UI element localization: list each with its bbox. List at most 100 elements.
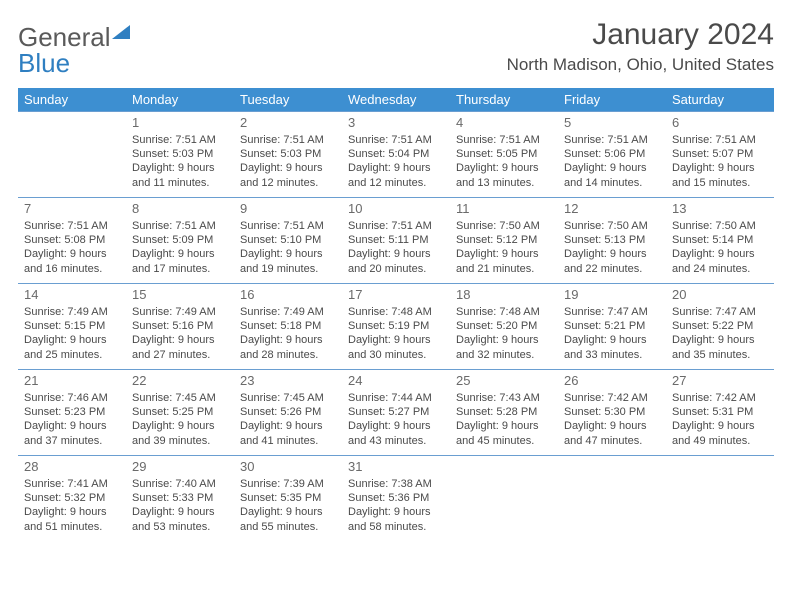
sunrise-text: Sunrise: 7:51 AM <box>456 133 552 147</box>
daylight-text: and 51 minutes. <box>24 520 120 534</box>
calendar-week-row: 7Sunrise: 7:51 AMSunset: 5:08 PMDaylight… <box>18 198 774 284</box>
calendar-day-cell: 27Sunrise: 7:42 AMSunset: 5:31 PMDayligh… <box>666 370 774 456</box>
daylight-text: and 53 minutes. <box>132 520 228 534</box>
day-number: 30 <box>240 459 336 476</box>
sunrise-text: Sunrise: 7:40 AM <box>132 477 228 491</box>
daylight-text: and 20 minutes. <box>348 262 444 276</box>
daylight-text: and 58 minutes. <box>348 520 444 534</box>
logo: GeneralBlue <box>18 18 130 76</box>
sunrise-text: Sunrise: 7:42 AM <box>672 391 768 405</box>
sunset-text: Sunset: 5:20 PM <box>456 319 552 333</box>
daylight-text: Daylight: 9 hours <box>240 333 336 347</box>
calendar-day-cell: 8Sunrise: 7:51 AMSunset: 5:09 PMDaylight… <box>126 198 234 284</box>
daylight-text: and 37 minutes. <box>24 434 120 448</box>
daylight-text: Daylight: 9 hours <box>564 419 660 433</box>
sunset-text: Sunset: 5:15 PM <box>24 319 120 333</box>
day-number: 17 <box>348 287 444 304</box>
month-title: January 2024 <box>507 18 774 52</box>
daylight-text: and 41 minutes. <box>240 434 336 448</box>
day-number: 4 <box>456 115 552 132</box>
calendar-day-cell <box>666 456 774 542</box>
sunset-text: Sunset: 5:11 PM <box>348 233 444 247</box>
day-number: 22 <box>132 373 228 390</box>
sunrise-text: Sunrise: 7:48 AM <box>348 305 444 319</box>
calendar-day-cell <box>558 456 666 542</box>
day-number: 20 <box>672 287 768 304</box>
day-number: 27 <box>672 373 768 390</box>
day-number: 10 <box>348 201 444 218</box>
day-number: 12 <box>564 201 660 218</box>
daylight-text: Daylight: 9 hours <box>456 247 552 261</box>
day-number: 1 <box>132 115 228 132</box>
title-block: January 2024 North Madison, Ohio, United… <box>507 18 774 75</box>
calendar-day-cell: 2Sunrise: 7:51 AMSunset: 5:03 PMDaylight… <box>234 112 342 198</box>
sunset-text: Sunset: 5:12 PM <box>456 233 552 247</box>
sunrise-text: Sunrise: 7:45 AM <box>240 391 336 405</box>
day-number: 2 <box>240 115 336 132</box>
calendar-day-cell: 3Sunrise: 7:51 AMSunset: 5:04 PMDaylight… <box>342 112 450 198</box>
day-number: 6 <box>672 115 768 132</box>
calendar-day-cell: 4Sunrise: 7:51 AMSunset: 5:05 PMDaylight… <box>450 112 558 198</box>
calendar-day-cell: 25Sunrise: 7:43 AMSunset: 5:28 PMDayligh… <box>450 370 558 456</box>
sunrise-text: Sunrise: 7:51 AM <box>240 219 336 233</box>
sunrise-text: Sunrise: 7:51 AM <box>132 219 228 233</box>
daylight-text: Daylight: 9 hours <box>132 161 228 175</box>
sunset-text: Sunset: 5:35 PM <box>240 491 336 505</box>
sunset-text: Sunset: 5:08 PM <box>24 233 120 247</box>
daylight-text: and 12 minutes. <box>240 176 336 190</box>
calendar-header-row: SundayMondayTuesdayWednesdayThursdayFrid… <box>18 88 774 112</box>
sunset-text: Sunset: 5:03 PM <box>132 147 228 161</box>
sunrise-text: Sunrise: 7:51 AM <box>672 133 768 147</box>
daylight-text: Daylight: 9 hours <box>132 505 228 519</box>
daylight-text: and 16 minutes. <box>24 262 120 276</box>
calendar-body: 1Sunrise: 7:51 AMSunset: 5:03 PMDaylight… <box>18 112 774 542</box>
calendar-day-cell: 21Sunrise: 7:46 AMSunset: 5:23 PMDayligh… <box>18 370 126 456</box>
calendar-day-cell: 22Sunrise: 7:45 AMSunset: 5:25 PMDayligh… <box>126 370 234 456</box>
daylight-text: and 17 minutes. <box>132 262 228 276</box>
sunrise-text: Sunrise: 7:50 AM <box>564 219 660 233</box>
daylight-text: and 45 minutes. <box>456 434 552 448</box>
calendar-day-cell: 23Sunrise: 7:45 AMSunset: 5:26 PMDayligh… <box>234 370 342 456</box>
sunrise-text: Sunrise: 7:43 AM <box>456 391 552 405</box>
sunrise-text: Sunrise: 7:39 AM <box>240 477 336 491</box>
daylight-text: Daylight: 9 hours <box>456 419 552 433</box>
day-number: 11 <box>456 201 552 218</box>
daylight-text: and 28 minutes. <box>240 348 336 362</box>
daylight-text: Daylight: 9 hours <box>24 247 120 261</box>
daylight-text: Daylight: 9 hours <box>456 333 552 347</box>
weekday-header: Friday <box>558 88 666 112</box>
daylight-text: Daylight: 9 hours <box>240 161 336 175</box>
sunrise-text: Sunrise: 7:51 AM <box>348 133 444 147</box>
calendar-day-cell: 5Sunrise: 7:51 AMSunset: 5:06 PMDaylight… <box>558 112 666 198</box>
location-subtitle: North Madison, Ohio, United States <box>507 55 774 75</box>
daylight-text: Daylight: 9 hours <box>564 247 660 261</box>
sunset-text: Sunset: 5:18 PM <box>240 319 336 333</box>
sunset-text: Sunset: 5:27 PM <box>348 405 444 419</box>
weekday-header: Sunday <box>18 88 126 112</box>
daylight-text: Daylight: 9 hours <box>348 161 444 175</box>
day-number: 18 <box>456 287 552 304</box>
sunrise-text: Sunrise: 7:44 AM <box>348 391 444 405</box>
weekday-header: Tuesday <box>234 88 342 112</box>
daylight-text: Daylight: 9 hours <box>672 247 768 261</box>
sunrise-text: Sunrise: 7:46 AM <box>24 391 120 405</box>
weekday-header: Monday <box>126 88 234 112</box>
calendar-day-cell: 6Sunrise: 7:51 AMSunset: 5:07 PMDaylight… <box>666 112 774 198</box>
daylight-text: and 43 minutes. <box>348 434 444 448</box>
sunrise-text: Sunrise: 7:49 AM <box>132 305 228 319</box>
sunset-text: Sunset: 5:36 PM <box>348 491 444 505</box>
day-number: 26 <box>564 373 660 390</box>
day-number: 31 <box>348 459 444 476</box>
sunrise-text: Sunrise: 7:51 AM <box>240 133 336 147</box>
calendar-day-cell: 14Sunrise: 7:49 AMSunset: 5:15 PMDayligh… <box>18 284 126 370</box>
calendar-day-cell: 20Sunrise: 7:47 AMSunset: 5:22 PMDayligh… <box>666 284 774 370</box>
calendar-page: GeneralBlue January 2024 North Madison, … <box>0 0 792 552</box>
daylight-text: and 30 minutes. <box>348 348 444 362</box>
daylight-text: Daylight: 9 hours <box>348 247 444 261</box>
calendar-day-cell: 30Sunrise: 7:39 AMSunset: 5:35 PMDayligh… <box>234 456 342 542</box>
sunset-text: Sunset: 5:09 PM <box>132 233 228 247</box>
sunset-text: Sunset: 5:22 PM <box>672 319 768 333</box>
calendar-day-cell: 18Sunrise: 7:48 AMSunset: 5:20 PMDayligh… <box>450 284 558 370</box>
sunset-text: Sunset: 5:10 PM <box>240 233 336 247</box>
daylight-text: and 19 minutes. <box>240 262 336 276</box>
